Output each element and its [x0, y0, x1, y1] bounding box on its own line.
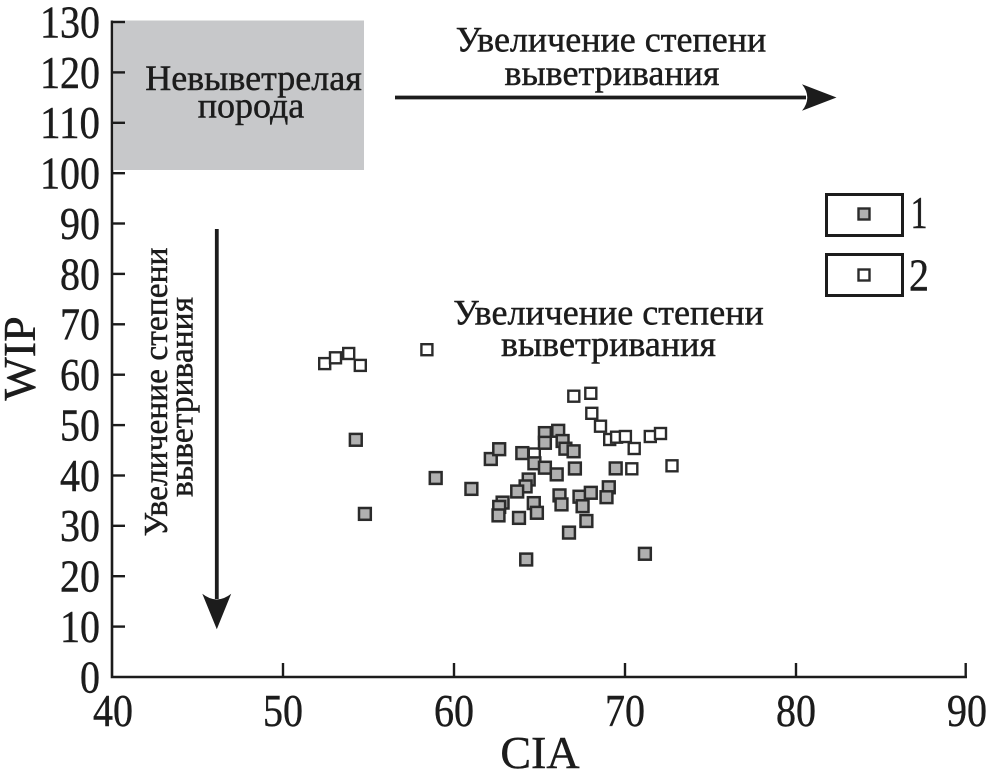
svg-text:Увеличение степени: Увеличение степени — [138, 247, 175, 536]
svg-text:110: 110 — [40, 97, 100, 148]
svg-text:90: 90 — [60, 198, 100, 249]
svg-text:50: 50 — [263, 685, 303, 736]
svg-text:0: 0 — [80, 651, 100, 702]
svg-text:Увеличение степени: Увеличение степени — [453, 293, 763, 333]
svg-text:Невыветрелая: Невыветрелая — [145, 58, 362, 98]
svg-text:80: 80 — [776, 685, 816, 736]
svg-text:70: 70 — [60, 299, 100, 350]
svg-text:100: 100 — [40, 148, 100, 199]
svg-text:60: 60 — [434, 685, 474, 736]
svg-text:60: 60 — [60, 349, 100, 400]
svg-text:80: 80 — [60, 248, 100, 299]
svg-text:40: 40 — [93, 685, 133, 736]
svg-text:1: 1 — [911, 187, 928, 238]
svg-text:70: 70 — [605, 685, 645, 736]
svg-text:120: 120 — [40, 47, 100, 98]
svg-text:50: 50 — [60, 400, 100, 451]
svg-text:20: 20 — [60, 551, 100, 602]
svg-text:выветривания: выветривания — [505, 53, 720, 93]
svg-text:130: 130 — [40, 0, 100, 47]
svg-text:выветривания: выветривания — [501, 324, 716, 364]
svg-text:2: 2 — [909, 250, 929, 301]
svg-text:30: 30 — [60, 500, 100, 551]
svg-text:Увеличение степени: Увеличение степени — [456, 20, 766, 60]
svg-text:90: 90 — [947, 685, 987, 736]
svg-text:10: 10 — [60, 601, 100, 652]
svg-text:выветривания: выветривания — [164, 297, 201, 497]
svg-text:WIP: WIP — [0, 316, 45, 400]
svg-text:40: 40 — [60, 450, 100, 501]
svg-text:порода: порода — [198, 86, 305, 126]
svg-text:CIA: CIA — [500, 727, 579, 778]
